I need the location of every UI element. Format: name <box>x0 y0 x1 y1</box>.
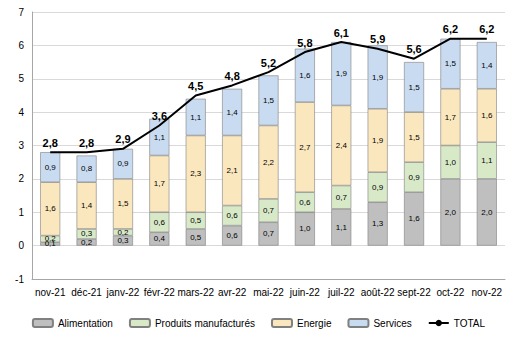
svg-text:5,2: 5,2 <box>261 57 276 69</box>
svg-text:oct-22: oct-22 <box>437 287 465 298</box>
svg-text:1,6: 1,6 <box>299 71 311 80</box>
svg-text:6,2: 6,2 <box>443 23 458 35</box>
svg-text:0,5: 0,5 <box>190 233 202 242</box>
svg-text:3,6: 3,6 <box>152 110 167 122</box>
svg-text:1,4: 1,4 <box>227 108 239 117</box>
svg-text:1,6: 1,6 <box>481 111 493 120</box>
svg-text:1,6: 1,6 <box>45 204 57 213</box>
svg-text:2,8: 2,8 <box>43 137 58 149</box>
svg-text:1,9: 1,9 <box>336 69 348 78</box>
svg-text:2: 2 <box>18 173 24 184</box>
svg-text:6,2: 6,2 <box>479 23 494 35</box>
svg-text:0,6: 0,6 <box>227 231 239 240</box>
svg-text:0,5: 0,5 <box>190 216 202 225</box>
svg-text:Produits manufacturés: Produits manufacturés <box>155 318 255 329</box>
svg-text:2,9: 2,9 <box>115 133 130 145</box>
svg-text:0,6: 0,6 <box>154 218 166 227</box>
svg-text:0,9: 0,9 <box>117 159 129 168</box>
svg-text:1,1: 1,1 <box>190 113 202 122</box>
svg-text:1,5: 1,5 <box>408 83 420 92</box>
svg-text:0,7: 0,7 <box>263 206 275 215</box>
svg-text:2,3: 2,3 <box>190 169 202 178</box>
svg-text:sept-22: sept-22 <box>397 287 431 298</box>
svg-text:0,4: 0,4 <box>154 234 166 243</box>
svg-text:1,9: 1,9 <box>372 136 384 145</box>
svg-text:1: 1 <box>18 207 24 218</box>
svg-text:TOTAL: TOTAL <box>454 318 486 329</box>
svg-text:1,0: 1,0 <box>445 158 457 167</box>
svg-text:févr-22: févr-22 <box>144 287 176 298</box>
svg-text:5: 5 <box>18 73 24 84</box>
svg-text:1,1: 1,1 <box>336 223 348 232</box>
svg-text:Energie: Energie <box>297 318 332 329</box>
svg-text:0: 0 <box>18 240 24 251</box>
svg-text:1,5: 1,5 <box>263 96 275 105</box>
svg-text:1,4: 1,4 <box>81 201 93 210</box>
svg-text:0,7: 0,7 <box>336 193 348 202</box>
svg-text:6: 6 <box>18 40 24 51</box>
svg-text:4,8: 4,8 <box>224 70 239 82</box>
svg-text:1,5: 1,5 <box>117 199 129 208</box>
svg-text:0,9: 0,9 <box>408 173 420 182</box>
svg-text:0,7: 0,7 <box>263 229 275 238</box>
svg-text:2,0: 2,0 <box>481 208 493 217</box>
svg-text:0,6: 0,6 <box>299 198 311 207</box>
svg-text:mars-22: mars-22 <box>177 287 214 298</box>
svg-text:Services: Services <box>373 318 411 329</box>
svg-text:2,4: 2,4 <box>336 141 348 150</box>
svg-text:1,1: 1,1 <box>154 133 166 142</box>
svg-text:7: 7 <box>18 7 24 18</box>
svg-text:1,5: 1,5 <box>445 59 457 68</box>
svg-text:0,1: 0,1 <box>44 239 56 249</box>
svg-text:0,9: 0,9 <box>45 163 57 172</box>
svg-text:4,5: 4,5 <box>188 80 203 92</box>
svg-text:2,2: 2,2 <box>263 158 275 167</box>
svg-text:5,9: 5,9 <box>370 33 385 45</box>
svg-text:0,3: 0,3 <box>81 229 93 238</box>
svg-text:avr-22: avr-22 <box>218 287 247 298</box>
svg-text:3: 3 <box>18 140 24 151</box>
svg-text:2,7: 2,7 <box>299 143 311 152</box>
svg-text:1,0: 1,0 <box>299 224 311 233</box>
svg-text:0,2: 0,2 <box>45 234 57 243</box>
svg-text:2,0: 2,0 <box>445 208 457 217</box>
svg-text:0,2: 0,2 <box>117 228 129 237</box>
svg-text:1,6: 1,6 <box>408 214 420 223</box>
svg-text:6,1: 6,1 <box>334 27 349 39</box>
svg-text:1,1: 1,1 <box>481 156 493 165</box>
svg-text:nov-21: nov-21 <box>35 287 66 298</box>
svg-text:0,8: 0,8 <box>81 164 93 173</box>
svg-text:0,2: 0,2 <box>81 238 93 247</box>
svg-text:5,8: 5,8 <box>297 37 312 49</box>
svg-text:0,3: 0,3 <box>117 236 129 245</box>
svg-text:0,6: 0,6 <box>227 211 239 220</box>
svg-text:août-22: août-22 <box>361 287 395 298</box>
svg-text:1,4: 1,4 <box>481 61 493 70</box>
svg-text:1,3: 1,3 <box>372 219 384 228</box>
svg-text:4: 4 <box>18 107 24 118</box>
svg-text:0,9: 0,9 <box>372 183 384 192</box>
svg-text:1,7: 1,7 <box>154 179 166 188</box>
svg-text:janv-22: janv-22 <box>106 287 140 298</box>
svg-text:juin-22: juin-22 <box>289 287 320 298</box>
svg-text:-1: -1 <box>15 274 24 285</box>
svg-text:Alimentation: Alimentation <box>58 318 113 329</box>
svg-text:mai-22: mai-22 <box>253 287 284 298</box>
svg-text:1,7: 1,7 <box>445 113 457 122</box>
svg-text:juil-22: juil-22 <box>327 287 355 298</box>
svg-text:nov-22: nov-22 <box>472 287 503 298</box>
svg-text:5,6: 5,6 <box>406 43 421 55</box>
svg-text:1,5: 1,5 <box>408 133 420 142</box>
svg-text:2,8: 2,8 <box>79 137 94 149</box>
svg-text:1,9: 1,9 <box>372 73 384 82</box>
svg-text:déc-21: déc-21 <box>71 287 102 298</box>
svg-text:2,1: 2,1 <box>227 166 239 175</box>
